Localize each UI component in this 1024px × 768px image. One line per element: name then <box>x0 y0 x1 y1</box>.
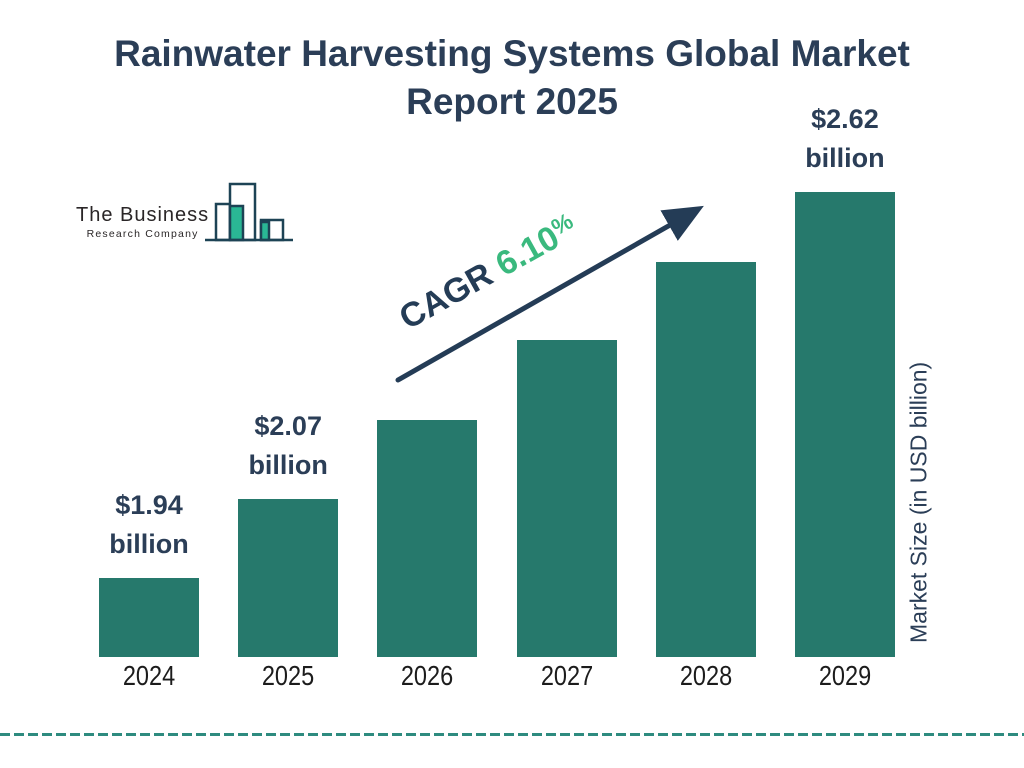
logo-company-subname: Research Company <box>86 228 199 240</box>
bar-value-label-2024: $1.94 billion <box>109 490 189 559</box>
x-axis-label-2026: 2026 <box>401 660 454 691</box>
x-axis-label-2027: 2027 <box>540 660 593 691</box>
bar-value-label-2025: $2.07 billion <box>248 411 328 480</box>
bar-2024 <box>99 578 199 657</box>
company-logo: The Business Research Company <box>76 180 295 244</box>
growth-arrow-icon <box>395 205 704 383</box>
bar-group-2026: 2026 <box>377 100 478 691</box>
logo-text: The Business Research Company <box>76 204 209 240</box>
x-axis-label-2024: 2024 <box>122 660 176 691</box>
bar-2028 <box>655 262 756 657</box>
bar-2026 <box>377 420 478 657</box>
bar-2025 <box>238 499 339 657</box>
x-axis-label-2029: 2029 <box>818 660 872 691</box>
x-axis-label-2028: 2028 <box>679 660 732 691</box>
bar-group-2028: 2028 <box>655 100 756 691</box>
chart-title: Rainwater Harvesting Systems Global Mark… <box>114 33 910 122</box>
bar-2029 <box>794 192 895 657</box>
x-axis-label-2025: 2025 <box>262 660 315 691</box>
bar-group-2027: 2027 <box>516 100 617 691</box>
bar-value-label-2029: $2.62 billion <box>805 104 885 173</box>
bar-group-2029: $2.62 billion 2029 <box>794 100 895 691</box>
bar-group-2024: $1.94 billion 2024 <box>99 100 199 691</box>
bar-chart: $1.94 billion 2024 $2.07 billion 2025 2026 2027… <box>99 100 895 691</box>
bar-2027 <box>516 340 617 657</box>
bottom-dashed-divider <box>0 733 1024 736</box>
bar-chart-logo-icon <box>203 180 295 244</box>
logo-company-name: The Business <box>76 204 210 226</box>
bar-group-2025: $2.07 billion 2025 <box>238 100 339 691</box>
y-axis-label: Market Size (in USD billion) <box>905 361 932 643</box>
